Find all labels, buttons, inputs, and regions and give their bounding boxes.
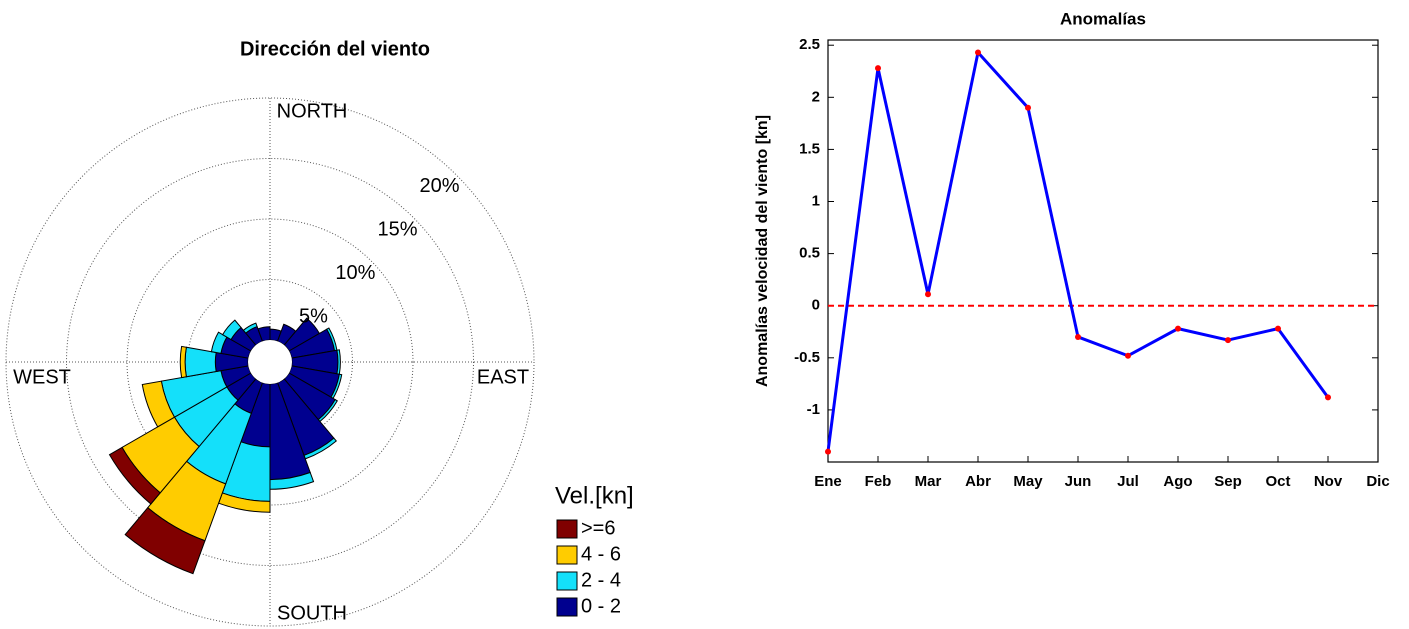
legend-label: 0 - 2 xyxy=(581,595,621,617)
x-tick-label: Oct xyxy=(1265,473,1290,490)
legend-swatch xyxy=(556,519,578,539)
legend-swatch xyxy=(556,545,578,565)
wedge xyxy=(124,506,206,575)
point-marker xyxy=(875,65,881,72)
legend-label: >=6 xyxy=(581,517,615,539)
r-tick-label: 15% xyxy=(377,218,417,240)
x-tick-label: Feb xyxy=(865,473,892,490)
x-tick-label: Dic xyxy=(1366,473,1389,490)
y-axis-label: Anomalías velocidad del viento [kn] xyxy=(754,115,771,387)
r-tick-label: 5% xyxy=(299,305,328,327)
x-tick-label: Ago xyxy=(1163,473,1192,490)
line-series xyxy=(826,51,1330,452)
point-marker xyxy=(1225,337,1231,344)
direction-label: EAST xyxy=(477,366,529,388)
legend-label: 4 - 6 xyxy=(581,543,621,565)
wedge xyxy=(141,380,176,428)
point-marker xyxy=(1175,325,1181,332)
x-tick-label: May xyxy=(1013,473,1043,490)
legend-swatch xyxy=(556,597,578,617)
x-tick-label: Jul xyxy=(1117,473,1139,490)
plot-frame xyxy=(827,39,1379,463)
hole xyxy=(248,340,292,384)
wedge xyxy=(179,345,187,379)
grid-circle xyxy=(126,218,414,506)
chart-title: Dirección del viento xyxy=(240,38,430,60)
legend-title: Vel.[kn] xyxy=(555,482,634,509)
point-marker xyxy=(825,448,831,455)
x-tick-label: Ene xyxy=(814,473,842,490)
grid-circle xyxy=(5,97,535,627)
r-tick-label: 20% xyxy=(419,175,459,197)
wedge xyxy=(108,446,161,505)
point-marker xyxy=(1025,104,1031,111)
chart-title: Anomalías xyxy=(1060,9,1146,28)
x-tick-label: Nov xyxy=(1314,473,1343,490)
legend-swatch xyxy=(556,571,578,591)
point-marker xyxy=(1275,325,1281,332)
x-tick-label: Mar xyxy=(915,473,942,490)
y-tick-label: -0.5 xyxy=(794,349,820,366)
y-tick-label: 1.5 xyxy=(799,140,820,157)
direction-label: NORTH xyxy=(277,100,348,122)
legend-label: 2 - 4 xyxy=(581,569,621,591)
y-tick-label: 2.5 xyxy=(799,36,820,53)
point-marker xyxy=(975,49,981,56)
x-tick-label: Abr xyxy=(965,473,991,490)
direction-label: WEST xyxy=(13,366,71,388)
wedge xyxy=(221,319,242,341)
y-tick-label: 2 xyxy=(812,88,820,105)
x-tick-label: Jun xyxy=(1065,473,1092,490)
point-marker xyxy=(1075,333,1081,340)
y-tick-label: -1 xyxy=(807,401,820,418)
wedge xyxy=(242,322,258,334)
point-marker xyxy=(1325,394,1331,401)
point-marker xyxy=(925,291,931,298)
r-tick-label: 10% xyxy=(335,262,375,284)
direction-label: SOUTH xyxy=(277,602,347,624)
wedge xyxy=(210,331,228,354)
y-tick-label: 0 xyxy=(812,297,820,314)
x-tick-label: Sep xyxy=(1214,473,1242,490)
y-tick-label: 0.5 xyxy=(799,245,820,262)
y-tick-label: 1 xyxy=(812,192,820,209)
point-marker xyxy=(1125,352,1131,359)
